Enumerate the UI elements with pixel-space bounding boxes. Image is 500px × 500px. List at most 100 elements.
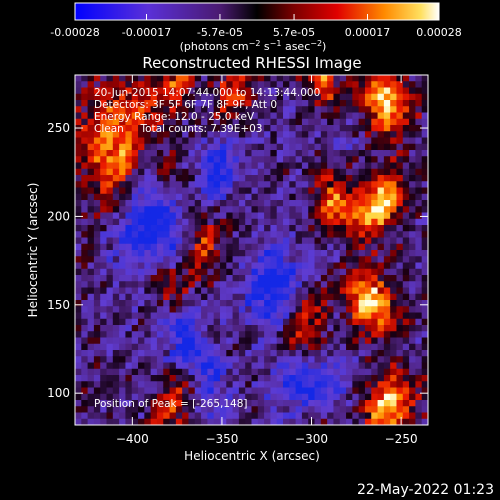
heatmap-cell — [238, 312, 246, 320]
heatmap-cell — [207, 362, 215, 370]
heatmap-cell — [390, 187, 398, 195]
heatmap-cell — [81, 175, 89, 182]
heatmap-cell — [421, 318, 428, 326]
heatmap-cell — [409, 125, 416, 132]
heatmap-cell — [421, 187, 428, 195]
heatmap-cell — [358, 318, 366, 326]
heatmap-cell — [383, 168, 391, 176]
heatmap-cell — [213, 256, 221, 264]
heatmap-cell — [314, 293, 322, 301]
heatmap-cell — [138, 150, 145, 157]
heatmap-cell — [377, 375, 385, 382]
heatmap-cell — [257, 318, 265, 326]
heatmap-cell — [390, 418, 398, 425]
heatmap-cell — [339, 293, 347, 301]
heatmap-cell — [371, 287, 379, 295]
heatmap-cell — [138, 368, 145, 376]
heatmap-cell — [238, 343, 246, 351]
heatmap-cell — [232, 300, 240, 307]
heatmap-cell — [100, 162, 108, 170]
heatmap-cell — [327, 87, 335, 95]
heatmap-cell — [264, 150, 272, 157]
heatmap-cell — [327, 131, 335, 139]
heatmap-cell — [409, 306, 416, 314]
heatmap-cell — [131, 93, 139, 101]
heatmap-cell — [144, 112, 152, 120]
heatmap-cell — [364, 343, 372, 351]
heatmap-cell — [276, 118, 284, 126]
heatmap-cell — [396, 368, 404, 376]
heatmap-cell — [150, 281, 158, 289]
heatmap-cell — [264, 237, 272, 245]
heatmap-cell — [289, 162, 297, 170]
heatmap-cell — [226, 306, 234, 314]
heatmap-cell — [415, 218, 423, 226]
heatmap-cell — [175, 175, 183, 182]
heatmap-cell — [150, 275, 158, 282]
heatmap-cell — [320, 256, 328, 264]
heatmap-cell — [169, 150, 177, 157]
heatmap-cell — [175, 150, 183, 157]
heatmap-cell — [270, 393, 278, 401]
heatmap-cell — [308, 206, 316, 214]
heatmap-cell — [257, 75, 265, 82]
heatmap-cell — [138, 343, 145, 351]
heatmap-cell — [390, 306, 398, 314]
heatmap-cell — [232, 150, 240, 157]
heatmap-cell — [238, 200, 246, 207]
heatmap-cell — [333, 387, 341, 395]
heatmap-cell — [213, 81, 221, 89]
heatmap-cell — [87, 375, 95, 382]
heatmap-cell — [106, 281, 114, 289]
heatmap-cell — [358, 162, 366, 170]
heatmap-cell — [93, 243, 101, 251]
heatmap-cell — [125, 106, 133, 114]
heatmap-cell — [125, 400, 133, 407]
heatmap-cell — [232, 337, 240, 345]
heatmap-cell — [188, 343, 196, 351]
heatmap-cell — [144, 300, 152, 307]
heatmap-cell — [358, 175, 366, 182]
heatmap-cell — [119, 418, 127, 425]
heatmap-cell — [390, 75, 398, 82]
heatmap-cell — [75, 350, 82, 357]
heatmap-cell — [100, 93, 108, 101]
heatmap-cell — [188, 406, 196, 414]
heatmap-cell — [100, 262, 108, 270]
heatmap-cell — [188, 331, 196, 339]
heatmap-cell — [81, 162, 89, 170]
heatmap-cell — [364, 275, 372, 282]
heatmap-cell — [238, 331, 246, 339]
heatmap-cell — [207, 331, 215, 339]
heatmap-cell — [131, 368, 139, 376]
heatmap-cell — [188, 168, 196, 176]
heatmap-cell — [270, 125, 278, 132]
heatmap-cell — [213, 350, 221, 357]
heatmap-cell — [125, 206, 133, 214]
heatmap-cell — [144, 400, 152, 407]
heatmap-cell — [112, 362, 120, 370]
heatmap-cell — [207, 350, 215, 357]
heatmap-cell — [371, 81, 379, 89]
heatmap-cell — [409, 281, 416, 289]
heatmap-cell — [333, 306, 341, 314]
heatmap-cell — [163, 237, 171, 245]
heatmap-cell — [100, 156, 108, 164]
heatmap-cell — [383, 131, 391, 139]
heatmap-cell — [264, 206, 272, 214]
heatmap-cell — [251, 362, 259, 370]
heatmap-cell — [188, 418, 196, 425]
heatmap-cell — [264, 125, 272, 132]
heatmap-cell — [238, 293, 246, 301]
heatmap-cell — [125, 193, 133, 201]
heatmap-cell — [409, 175, 416, 182]
heatmap-cell — [201, 250, 208, 257]
heatmap-cell — [144, 225, 152, 232]
heatmap-cell — [390, 412, 398, 420]
heatmap-cell — [238, 143, 246, 151]
heatmap-cell — [264, 118, 272, 126]
heatmap-cell — [175, 393, 183, 401]
heatmap-cell — [364, 250, 372, 257]
heatmap-cell — [106, 87, 114, 95]
heatmap-cell — [106, 331, 114, 339]
